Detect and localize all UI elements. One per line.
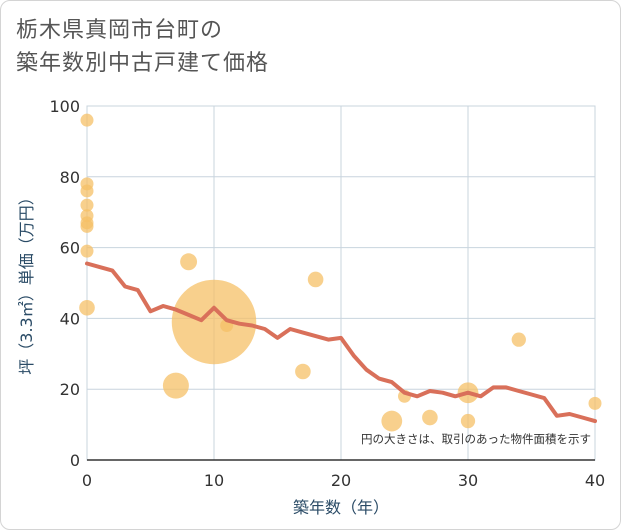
data-point: [381, 410, 403, 432]
bubble-size-note: 円の大きさは、取引のあった物件面積を示す: [361, 432, 591, 446]
x-tick-label: 20: [331, 471, 351, 490]
bubble-series: [79, 113, 602, 432]
data-point: [511, 332, 526, 347]
data-point: [307, 271, 324, 288]
data-point: [80, 244, 94, 258]
y-tick-label: 20: [60, 380, 80, 399]
grid: [86, 105, 596, 461]
chart-title: 栃木県真岡市台町の 築年数別中古戸建て価格: [16, 14, 269, 80]
x-tick-label: 10: [204, 471, 224, 490]
trend-line: [85, 261, 597, 424]
data-point: [80, 184, 94, 198]
trend-series: [85, 261, 597, 424]
x-tick-label: 0: [82, 471, 92, 490]
data-point: [588, 396, 602, 410]
chart-title-line1: 栃木県真岡市台町の: [16, 18, 224, 43]
data-point: [80, 219, 94, 233]
y-tick-label: 80: [60, 168, 80, 187]
y-tick-label: 100: [49, 97, 80, 116]
y-tick-label: 40: [60, 309, 80, 328]
y-tick-label: 60: [60, 239, 80, 258]
data-point: [79, 299, 95, 316]
data-point: [460, 413, 476, 429]
y-axis-label: 坪（3.3㎡）単価（万円）: [17, 189, 36, 374]
data-point: [295, 363, 311, 380]
y-tick-label: 0: [70, 451, 80, 470]
data-point: [162, 372, 189, 399]
chart-title-line2: 築年数別中古戸建て価格: [16, 51, 270, 76]
x-tick-label: 40: [585, 471, 605, 490]
data-point: [80, 198, 94, 212]
tick-labels: 0 20 40 60 80 100 0 10 20 30 40: [49, 97, 605, 490]
data-point: [171, 279, 257, 365]
x-tick-label: 30: [458, 471, 478, 490]
x-axis-label: 築年数（年）: [293, 498, 389, 517]
data-point: [180, 253, 198, 271]
data-point: [80, 113, 94, 127]
data-point: [422, 409, 438, 426]
